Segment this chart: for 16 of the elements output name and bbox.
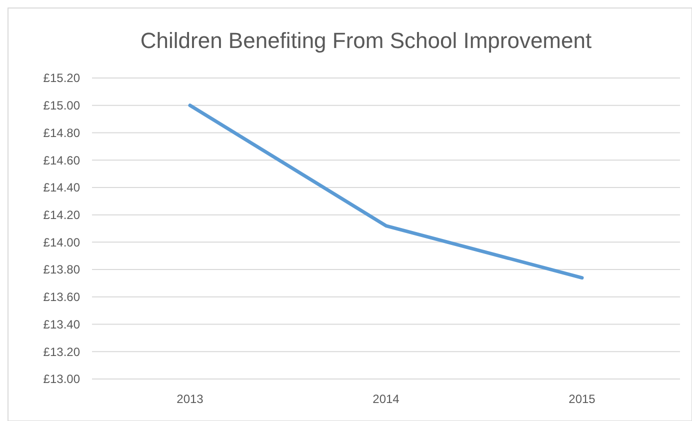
y-tick-label: £13.00 xyxy=(43,372,80,386)
x-tick-label: 2014 xyxy=(372,392,400,406)
y-tick-label: £13.60 xyxy=(43,290,80,304)
chart-title: Children Benefiting From School Improvement xyxy=(140,28,592,53)
y-tick-label: £14.60 xyxy=(43,153,80,168)
y-tick-label: £14.40 xyxy=(43,180,80,195)
y-tick-label: £13.40 xyxy=(43,317,80,332)
y-tick-label: £13.20 xyxy=(43,344,80,359)
y-tick-label: £14.80 xyxy=(43,126,80,140)
y-tick-label: £15.20 xyxy=(43,71,80,86)
x-tick-label: 2015 xyxy=(568,392,596,406)
y-tick-label: £14.00 xyxy=(43,235,80,250)
y-tick-label: £13.80 xyxy=(43,262,80,277)
x-tick-label: 2013 xyxy=(176,392,204,406)
y-tick-label: £15.00 xyxy=(43,98,80,113)
y-tick-label: £14.20 xyxy=(43,208,80,222)
